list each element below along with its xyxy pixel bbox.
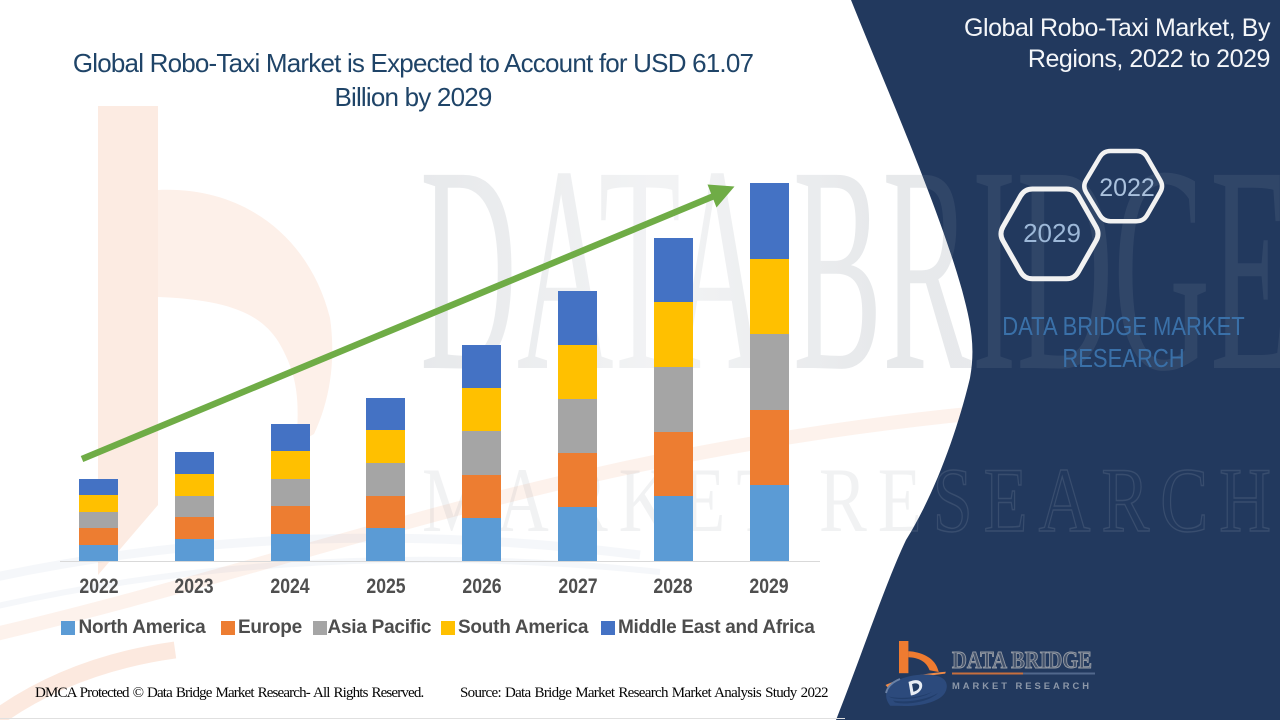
svg-text:2022: 2022 [1099, 174, 1155, 202]
svg-text:2029: 2029 [1023, 218, 1081, 248]
svg-text:DATA BRIDGE: DATA BRIDGE [952, 648, 1092, 674]
svg-text:MARKET RESEARCH: MARKET RESEARCH [952, 681, 1092, 692]
